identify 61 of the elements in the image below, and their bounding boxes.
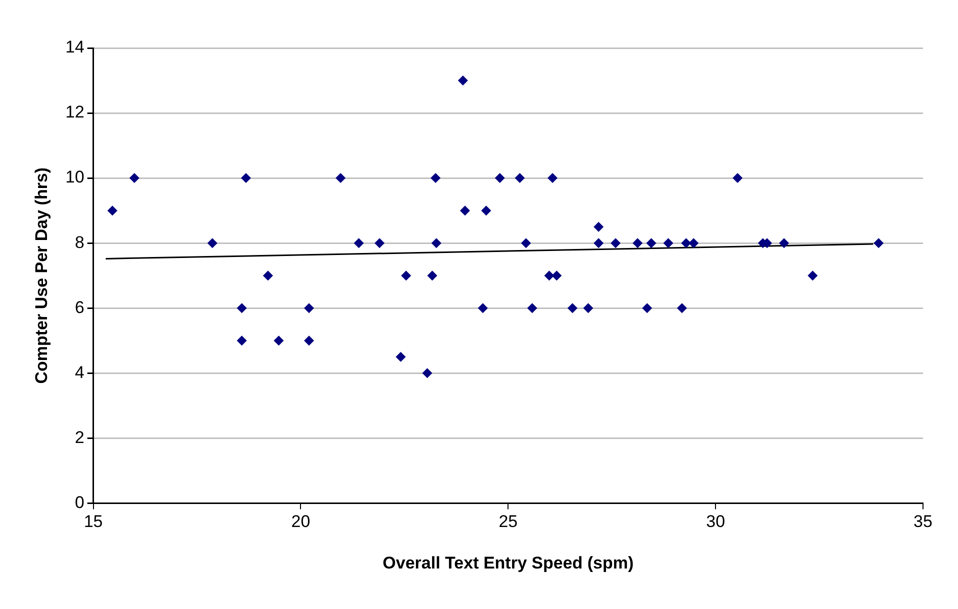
y-tick-label: 4 [74, 362, 84, 382]
point [396, 352, 406, 362]
point [304, 336, 314, 346]
point [594, 238, 604, 248]
y-tick-label: 12 [65, 102, 84, 122]
point [481, 206, 492, 216]
point [527, 303, 538, 314]
point [494, 173, 505, 184]
point [422, 368, 432, 378]
point [336, 173, 346, 184]
x-tick-label: 15 [84, 512, 103, 532]
point [779, 238, 790, 248]
point [514, 173, 525, 184]
point [548, 173, 558, 184]
point [544, 270, 554, 281]
point [688, 238, 699, 248]
point [460, 206, 470, 216]
x-tick-label: 20 [291, 512, 310, 532]
x-tick-label: 35 [914, 512, 932, 532]
point [478, 303, 488, 314]
point [552, 270, 562, 281]
y-tick-label: 2 [74, 428, 84, 447]
x-tick-label: 30 [706, 512, 726, 532]
y-tick-label: 14 [65, 38, 84, 57]
point [646, 238, 656, 248]
point [663, 238, 674, 248]
y-tick-label: 6 [74, 298, 84, 317]
y-tick-label: 8 [74, 232, 84, 252]
x-axis-title: Overall Text Entry Speed (spm) [382, 553, 634, 572]
point [681, 238, 692, 248]
point [732, 173, 743, 184]
point [430, 173, 441, 184]
point [676, 303, 687, 314]
point [354, 238, 364, 248]
point [427, 270, 438, 281]
point [236, 303, 247, 314]
point [594, 222, 604, 232]
point [304, 303, 314, 314]
point [567, 303, 578, 314]
point [207, 238, 218, 248]
y-tick-label: 0 [74, 492, 84, 512]
point [583, 303, 594, 314]
point [808, 270, 818, 281]
point [458, 76, 468, 86]
point [401, 270, 412, 281]
point [642, 303, 652, 314]
point [374, 238, 385, 248]
y-axis-title: Compter Use Per Day (hrs) [32, 167, 51, 384]
point [236, 336, 247, 346]
point [274, 336, 284, 346]
point [632, 238, 643, 248]
point [520, 238, 531, 248]
y-tick-label: 10 [65, 168, 84, 187]
point [874, 238, 884, 248]
point [129, 173, 140, 184]
point [431, 238, 442, 248]
point [610, 238, 621, 248]
point [262, 270, 273, 281]
point [107, 206, 118, 216]
x-tick-label: 25 [498, 512, 518, 532]
point [240, 173, 251, 184]
